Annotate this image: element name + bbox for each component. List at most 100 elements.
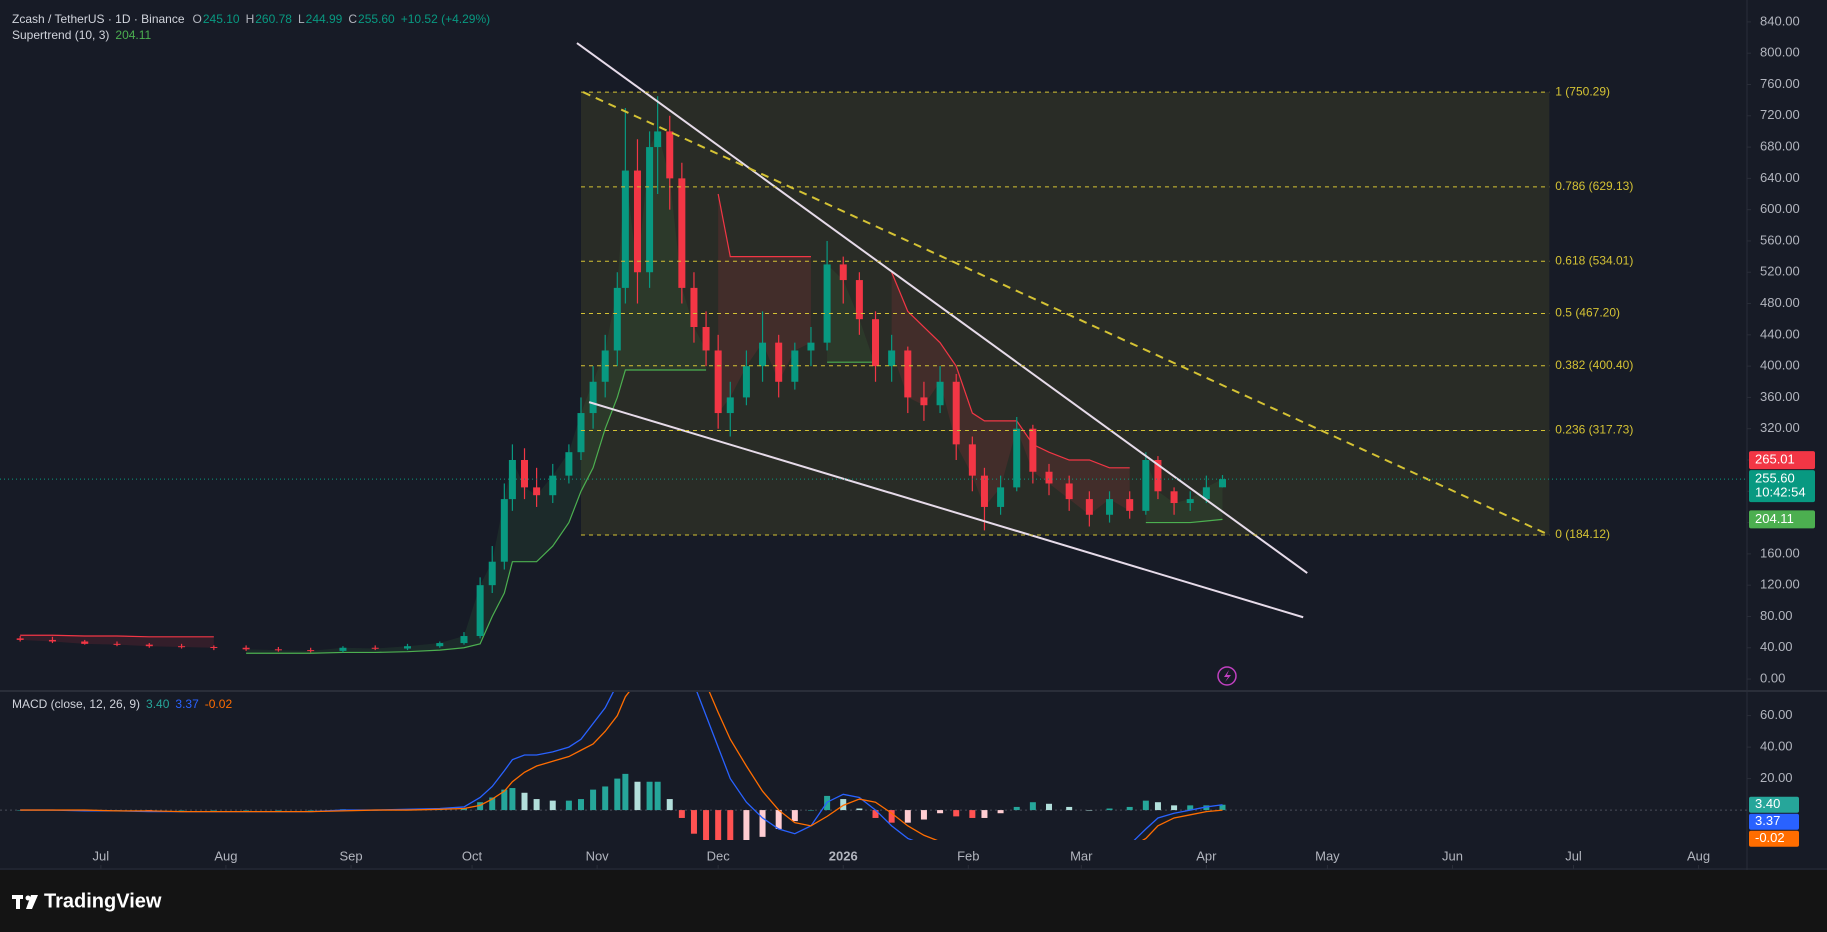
macd-histogram-bar [981,810,988,818]
macd-histogram-bar [1029,802,1036,811]
x-tick-label: Mar [1070,848,1093,863]
fib-label: 1 (750.29) [1555,84,1610,98]
macd-histogram-bar [634,781,641,811]
macd-legend: MACD (close, 12, 26, 9) 3.40 3.37 -0.02 [12,697,232,711]
y-tick-label: 600.00 [1760,201,1800,216]
candle-body [654,131,662,148]
macd-histogram-bar [1066,806,1073,811]
supertrend-fill [827,264,876,367]
trendline [576,42,1308,574]
candle-body [521,460,529,488]
candle-body [936,381,944,406]
candle-body [307,650,315,652]
ohlc-key: O [193,12,202,26]
candle-body [210,646,218,648]
y-tick-label: 0.00 [1760,670,1785,685]
macd-badge-label: 3.40 [1755,796,1780,811]
supertrend-fill [891,272,1130,515]
y-tick-label: 360.00 [1760,389,1800,404]
macd-histogram-bar [307,810,314,811]
candle-body [872,319,880,367]
macd-legend-value: 3.37 [175,697,199,711]
y-tick-label: 40.00 [1760,639,1793,654]
candle-body [549,475,557,496]
x-tick-label: May [1315,848,1340,863]
alert-circle [1217,666,1237,686]
macd-histogram-bar [1203,805,1210,811]
candle-body [1202,487,1210,500]
fib-label: 0.5 (467.20) [1555,306,1620,320]
y-tick-label: 120.00 [1760,577,1800,592]
macd-tick-label: 40.00 [1760,739,1793,754]
logo-part [16,895,20,909]
supertrend-line [20,634,214,638]
candle-body [1029,428,1037,472]
macd-histogram-bar [646,781,653,811]
ohlc-value: 244.99 [306,12,343,26]
macd-legend-value: 3.40 [146,697,170,711]
candle-body [714,350,722,414]
footer-background [0,870,1827,932]
candle-body [759,342,767,367]
y-tick-label: 720.00 [1760,107,1800,122]
macd-histogram-bar [590,789,597,811]
candle-body [1218,479,1226,488]
macd-histogram-bar [743,810,750,840]
candle-body [533,487,541,496]
y-tick-label: 320.00 [1760,420,1800,435]
candle-body [178,646,186,648]
y-tick-label: 160.00 [1760,545,1800,560]
supertrend-value: 204.11 [115,28,151,42]
alert-icon[interactable] [1217,666,1237,686]
brand-name: TradingView [44,890,162,912]
x-tick-label: Dec [707,848,731,863]
macd-histogram-bar [920,810,927,820]
macd-histogram-bar [840,799,847,811]
macd-histogram-bar [614,778,621,811]
candle-body [633,170,641,273]
y-tick-label: 560.00 [1760,232,1800,247]
macd-histogram-bar [953,810,960,817]
macd-histogram-bar [727,810,734,840]
x-tick-label: Nov [586,848,610,863]
macd-badge-label: 3.37 [1755,813,1780,828]
candle-body [371,647,379,649]
trendline [582,91,1550,536]
candle-body [678,178,686,288]
symbol-legend: Zcash / TetherUS · 1D · Binance O245.10 H2… [12,12,490,26]
macd-histogram-bar [1219,804,1226,811]
candle-body [339,647,347,651]
price-badge [1749,470,1815,503]
candle-body [1065,483,1073,500]
candle-body [145,644,153,647]
macd-badge [1749,813,1799,830]
macd-histogram-bar [477,802,484,811]
macd-histogram-bar [715,810,722,840]
macd-histogram-bar [1171,805,1178,811]
price-badge [1749,451,1815,470]
macd-histogram-bar [1126,806,1133,811]
macd-pane [0,692,1747,840]
macd-histogram-bar [703,810,710,840]
axes: 0.0040.0080.00120.00160.00200.00240.0028… [93,13,1815,869]
y-tick-label: 440.00 [1760,326,1800,341]
ohlc-value: 260.78 [255,12,292,26]
trendline [588,401,1304,619]
y-tick-label: 840.00 [1760,13,1800,28]
chart-background [0,0,1827,870]
y-tick-label: 400.00 [1760,358,1800,373]
macd-histogram-bar [775,810,782,829]
supertrend-line [1145,518,1223,524]
candle-body [1154,460,1162,492]
candle-body [589,381,597,414]
fib-label: 0.618 (534.01) [1555,253,1633,267]
macd-histogram-bar [460,808,467,811]
candle-body [980,475,988,507]
fib-label: 0.236 (317.73) [1555,423,1633,437]
x-tick-label: Oct [462,848,483,863]
macd-histogram-bar [678,810,685,818]
x-tick-label: Aug [1687,848,1710,863]
y-tick-label: 520.00 [1760,264,1800,279]
macd-histogram-bar [275,810,282,811]
candle-body [952,381,960,445]
